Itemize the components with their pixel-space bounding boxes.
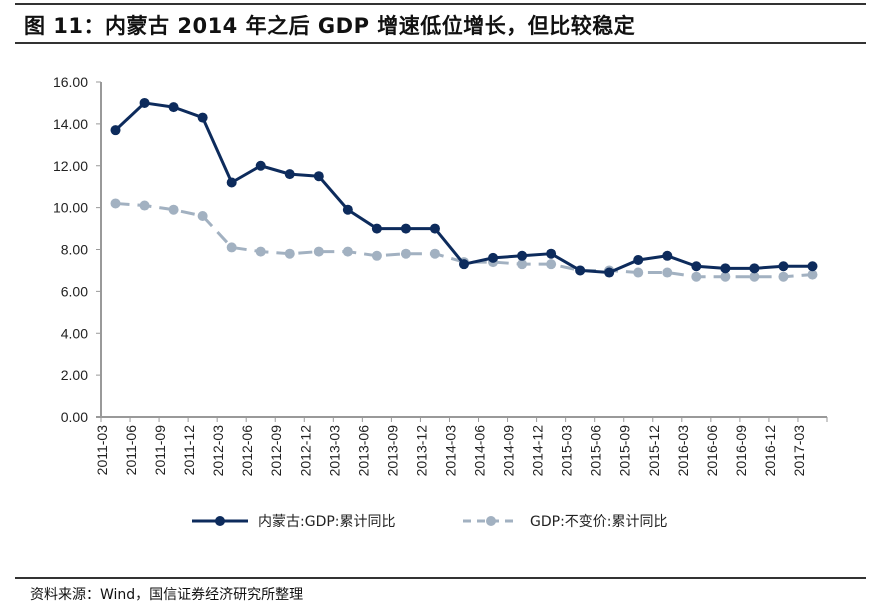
x-tick-label: 2015-12: [646, 425, 662, 477]
x-tick-label: 2011-03: [94, 425, 110, 476]
data-point: [633, 254, 644, 265]
x-tick-label: 2016-09: [733, 425, 749, 477]
data-point: [778, 271, 789, 282]
data-point: [517, 250, 528, 261]
legend-item-1: 内蒙古:GDP:累计同比: [192, 514, 396, 530]
legend-label: GDP:不变价:累计同比: [530, 514, 668, 530]
x-tick-label: 2017-03: [791, 425, 807, 477]
y-tick-label: 14.00: [53, 116, 88, 132]
data-point: [400, 223, 411, 234]
x-tick-label: 2015-06: [588, 425, 604, 477]
data-point: [691, 271, 702, 282]
data-point: [284, 169, 295, 180]
data-point: [691, 261, 702, 272]
x-tick-label: 2014-03: [442, 425, 458, 477]
x-tick-label: 2013-12: [413, 425, 429, 477]
x-tick-label: 2012-09: [268, 425, 284, 477]
chart-title: 图 11：内蒙古 2014 年之后 GDP 增速低位增长，但比较稳定: [24, 14, 636, 38]
x-tick-label: 2016-06: [704, 425, 720, 477]
y-tick-label: 2.00: [61, 367, 88, 383]
source-note: 资料来源：Wind，国信证券经济研究所整理: [30, 587, 304, 603]
x-tick-label: 2012-03: [210, 425, 226, 477]
data-point: [313, 246, 324, 257]
data-point: [575, 265, 586, 276]
x-tick-label: 2014-06: [472, 425, 488, 477]
data-point: [807, 269, 818, 280]
data-point: [517, 259, 528, 270]
data-point: [371, 250, 382, 261]
series-1: [110, 97, 818, 278]
x-tick-label: 2012-06: [239, 425, 255, 477]
legend-marker: [486, 516, 496, 526]
data-point: [197, 211, 208, 221]
y-tick-label: 0.00: [61, 409, 88, 425]
legend-label: 内蒙古:GDP:累计同比: [258, 514, 396, 530]
data-point: [604, 267, 615, 278]
legend-marker: [215, 516, 225, 526]
y-tick-label: 6.00: [61, 283, 88, 299]
x-tick-label: 2011-12: [181, 425, 197, 476]
data-point: [226, 242, 237, 253]
data-point: [168, 102, 179, 113]
data-point: [720, 263, 731, 274]
legend-item-2: GDP:不变价:累计同比: [463, 514, 668, 530]
y-tick-label: 4.00: [61, 325, 88, 341]
data-point: [400, 248, 411, 259]
x-tick-label: 2013-09: [384, 425, 400, 477]
x-tick-label: 2016-03: [675, 425, 691, 477]
x-tick-label: 2011-09: [152, 425, 168, 476]
top-rule: [15, 3, 866, 5]
y-tick-label: 12.00: [53, 158, 88, 174]
footer-rule: [15, 577, 866, 579]
data-point: [429, 248, 440, 259]
x-tick-label: 2016-12: [762, 425, 778, 477]
data-point: [110, 125, 121, 136]
data-point: [662, 250, 673, 261]
data-point: [720, 271, 731, 282]
data-point: [226, 177, 237, 188]
series-layer: [110, 97, 818, 282]
x-tick-label: 2011-06: [123, 425, 139, 476]
data-point: [197, 112, 208, 123]
data-point: [807, 261, 818, 272]
data-point: [749, 263, 760, 274]
data-point: [459, 259, 469, 270]
data-point: [313, 171, 324, 182]
data-point: [168, 204, 179, 215]
title-rule: [15, 42, 866, 44]
x-tick-label: 2012-12: [297, 425, 313, 477]
x-tick-label: 2015-03: [559, 425, 575, 477]
x-tick-label: 2015-09: [617, 425, 633, 477]
data-point: [778, 261, 789, 272]
x-tick-label: 2013-03: [326, 425, 342, 477]
series-2: [110, 198, 818, 282]
series-line: [114, 101, 813, 275]
data-point: [255, 246, 266, 257]
data-point: [488, 252, 499, 263]
data-point: [546, 248, 557, 259]
data-point: [429, 223, 440, 234]
y-tick-label: 10.00: [53, 200, 88, 216]
data-point: [139, 200, 150, 211]
data-point: [342, 246, 353, 257]
x-tick-label: 2014-09: [501, 425, 517, 477]
x-tick-label: 2014-12: [530, 425, 546, 477]
x-tick-label: 2013-06: [355, 425, 371, 477]
line-chart: 0.00 2.00 4.00 6.00 8.00 10.00 12.00 14.00 16.00…: [53, 74, 828, 530]
data-point: [662, 267, 673, 278]
data-point: [255, 160, 266, 171]
y-tick-label: 8.00: [61, 242, 88, 258]
data-point: [110, 198, 121, 209]
data-point: [342, 204, 353, 215]
data-point: [284, 248, 295, 259]
data-point: [546, 259, 557, 270]
data-point: [749, 271, 760, 282]
axes: 0.00 2.00 4.00 6.00 8.00 10.00 12.00 14.00 16.00…: [53, 74, 828, 477]
y-tick-label: 16.00: [53, 74, 88, 90]
data-point: [371, 223, 382, 234]
data-point: [139, 97, 150, 108]
legend: 内蒙古:GDP:累计同比 GDP:不变价:累计同比: [192, 514, 668, 530]
data-point: [633, 267, 644, 278]
